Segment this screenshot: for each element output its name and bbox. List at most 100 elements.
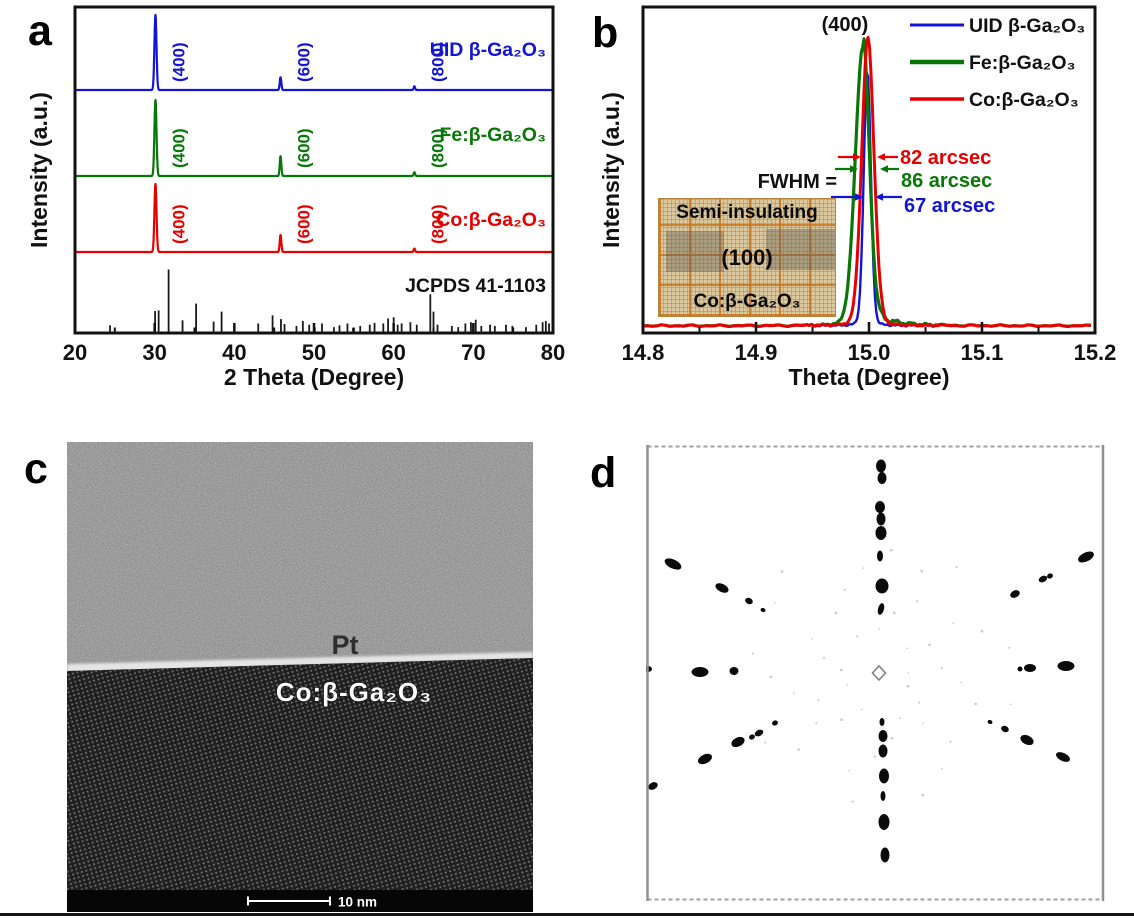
faint-dot — [810, 638, 813, 640]
faint-dot — [862, 567, 865, 569]
peak-index-label: (600) — [295, 128, 314, 168]
inset-text-orientation: (100) — [721, 245, 773, 270]
bottom-divider — [0, 913, 1134, 916]
diffraction-spot — [879, 718, 885, 726]
fwhm-value-label: 82 arcsec — [900, 147, 991, 169]
faint-dot — [873, 755, 876, 758]
wafer-photo-inset: Semi-insulating (100) Co:β-Ga₂O₃ — [658, 198, 836, 317]
diffraction-spot — [760, 607, 766, 613]
faint-dot — [949, 740, 952, 743]
sample-name-label: UID β-Ga₂O₃ — [430, 39, 546, 61]
ga2o3-label: Co:β-Ga₂O₃ — [276, 677, 432, 707]
diffraction-spot — [715, 583, 729, 593]
diffraction-spot — [875, 578, 889, 594]
panel-b-peak-label: (400) — [822, 14, 869, 36]
x-tick-label: 14.9 — [735, 340, 778, 365]
fwhm-prefix-label: FWHM = — [758, 171, 837, 193]
diffraction-spot — [731, 736, 745, 748]
peak-index-label: (800) — [428, 204, 447, 244]
faint-dot — [851, 800, 854, 803]
diffraction-spot — [772, 720, 778, 726]
inset-text-semi-insulating: Semi-insulating — [676, 202, 818, 223]
legend-label: Fe:β-Ga₂O₃ — [969, 52, 1076, 74]
faint-dot — [843, 588, 846, 591]
fwhm-arrow-head — [875, 193, 883, 201]
faint-dot — [960, 681, 962, 684]
diffraction-spot — [875, 526, 887, 540]
faint-dot — [922, 722, 924, 725]
fwhm-value-label: 86 arcsec — [901, 170, 992, 192]
faint-dot — [860, 708, 863, 711]
fwhm-arrow-head — [877, 153, 885, 161]
panel-letter-a: a — [28, 7, 52, 55]
faint-dot — [940, 667, 943, 670]
x-tick-label: 30 — [142, 340, 166, 365]
x-tick-label: 80 — [541, 340, 565, 365]
xrd-2theta-chart: Intensity (a.u.) 2 Theta (Degree) (400) (… — [26, 5, 565, 390]
rocking-curve — [642, 35, 1092, 328]
peak-index-label: (400) — [169, 42, 188, 82]
diffraction-spot — [875, 501, 885, 513]
faint-dot — [921, 793, 925, 797]
diffraction-spot — [648, 782, 658, 790]
diffraction-spot — [987, 719, 993, 725]
faint-dot — [974, 702, 977, 706]
diffraction-spot — [664, 558, 682, 570]
faint-dot — [890, 548, 893, 552]
peak-index-label: (800) — [428, 128, 447, 168]
x-tick-label: 20 — [63, 340, 87, 365]
rocking-curve-chart: Intensity (a.u.) Theta (Degree) (400) FW… — [598, 5, 1117, 390]
inset-text-material: Co:β-Ga₂O₃ — [693, 291, 801, 312]
diffraction-spot — [878, 814, 890, 830]
faint-dot — [780, 570, 784, 573]
faint-dot — [1008, 646, 1011, 649]
fwhm-arrow-head — [855, 193, 863, 201]
faint-dot — [918, 701, 921, 704]
faint-dot — [856, 635, 859, 638]
faint-dot — [952, 622, 955, 625]
faint-dot — [1009, 703, 1012, 706]
faint-dot — [774, 602, 776, 604]
legend-label: UID β-Ga₂O₃ — [969, 15, 1085, 37]
faint-dot — [941, 767, 943, 770]
diffraction-spot — [745, 597, 753, 605]
center-beam-marker — [871, 664, 887, 682]
diffraction-spot — [1038, 575, 1048, 583]
panel-letter-d: d — [590, 449, 617, 497]
faint-dot — [890, 737, 894, 740]
pt-layer-region — [67, 442, 533, 671]
plot-frame — [73, 5, 555, 335]
diffraction-spot — [1024, 664, 1036, 672]
diffraction-spot — [1078, 551, 1094, 563]
diffraction-spot — [729, 667, 739, 675]
x-tick-label: 15.1 — [961, 340, 1004, 365]
xrd-curve — [75, 182, 552, 254]
panel-a-x-axis-label: 2 Theta (Degree) — [224, 364, 404, 390]
xrd-curve — [75, 98, 552, 178]
faint-dot — [848, 769, 850, 772]
jcpds-reference-label: JCPDS 41-1103 — [405, 275, 546, 297]
faint-dot — [834, 611, 838, 615]
faint-dot — [878, 628, 880, 630]
faint-dot — [907, 672, 910, 674]
x-tick-label: 50 — [302, 340, 326, 365]
faint-dot — [840, 718, 843, 721]
wafer-shade-left — [666, 230, 725, 272]
diffraction-spot — [1057, 661, 1075, 671]
diffraction-spot — [1047, 573, 1053, 579]
plot-frame — [641, 5, 1097, 335]
faint-dot — [815, 722, 818, 725]
panel-a-plot-area: (400) (600) (800)UID β-Ga₂O₃(400) (600) (800… — [63, 5, 565, 365]
x-tick-label: 15.2 — [1074, 340, 1117, 365]
scalebar-label: 10 nm — [338, 895, 377, 910]
peak-index-label: (600) — [295, 42, 314, 82]
panel-letter-b: b — [592, 9, 619, 57]
faint-dot — [817, 699, 820, 702]
diffraction-spots-group — [646, 445, 1105, 901]
fwhm-value-label: 67 arcsec — [904, 195, 995, 217]
diffraction-spot — [876, 459, 886, 473]
faint-dot — [846, 683, 848, 686]
panel-b-y-axis-label: Intensity (a.u.) — [598, 92, 624, 248]
x-tick-label: 15.0 — [848, 340, 891, 365]
